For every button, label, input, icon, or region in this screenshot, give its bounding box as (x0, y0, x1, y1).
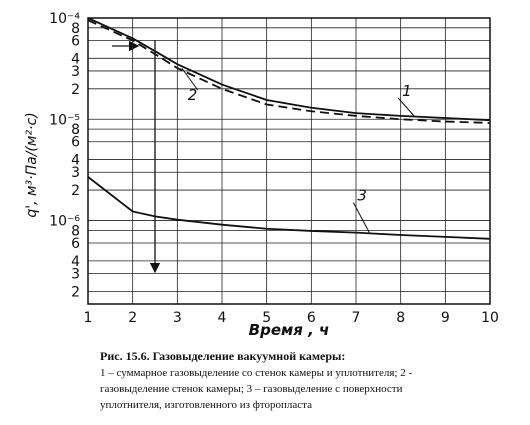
y-tick-label: 3 (71, 267, 80, 283)
y-tick-label: 6 (71, 135, 80, 151)
y-tick-label: 8 (71, 122, 80, 138)
y-tick-label: 4 (71, 51, 80, 67)
y-tick-label: 2 (71, 82, 80, 98)
y-tick-label: 6 (71, 236, 80, 252)
series-line (87, 19, 491, 124)
y-tick-label: 2 (71, 284, 80, 300)
x-axis-label: Время , ч (249, 321, 330, 339)
series-label: 3 (357, 187, 367, 205)
x-tick-label: 4 (218, 310, 227, 326)
plot-frame (87, 17, 491, 305)
y-tick-label: 10⁻⁶ (49, 214, 80, 230)
x-tick-label: 10 (481, 310, 499, 326)
y-tick-label: 8 (71, 21, 80, 37)
y-axis-label: q', м³·Па/(м²·с) (24, 112, 40, 217)
caption-line: газовыделение стенок камеры; 3 – газовыд… (100, 383, 403, 395)
label-leader (352, 202, 370, 233)
series-line (87, 17, 491, 122)
x-tick-label: 2 (128, 310, 137, 326)
y-tick-label: 10⁻⁵ (49, 112, 80, 128)
x-tick-label: 1 (84, 310, 93, 326)
label-leader (181, 67, 199, 91)
x-tick-label: 9 (441, 310, 450, 326)
y-tick-label: 3 (71, 64, 80, 80)
y-tick-label: 3 (71, 165, 80, 181)
caption-line: уплотнителя, изготовленного из фтороплас… (100, 399, 312, 411)
x-tick-label: 7 (352, 310, 361, 326)
series-label: 1 (402, 82, 412, 100)
caption-line: 1 – суммарное газовыделение со стенок ка… (100, 367, 412, 379)
y-tick-label: 2 (71, 183, 80, 199)
x-tick-label: 3 (173, 310, 182, 326)
caption-title: Рис. 15.6. Газовыделение вакуумной камер… (100, 349, 345, 363)
x-tick-label: 5 (262, 310, 271, 326)
series-line (87, 176, 491, 240)
y-tick-label: 4 (71, 254, 80, 270)
x-tick-label: 8 (396, 310, 405, 326)
y-tick-label: 10⁻⁴ (49, 11, 80, 27)
y-tick-label: 8 (71, 223, 80, 239)
y-tick-label: 4 (71, 153, 80, 169)
label-leader (397, 97, 415, 117)
series-label: 2 (188, 86, 198, 104)
x-tick-label: 6 (307, 310, 316, 326)
y-tick-label: 6 (71, 33, 80, 49)
